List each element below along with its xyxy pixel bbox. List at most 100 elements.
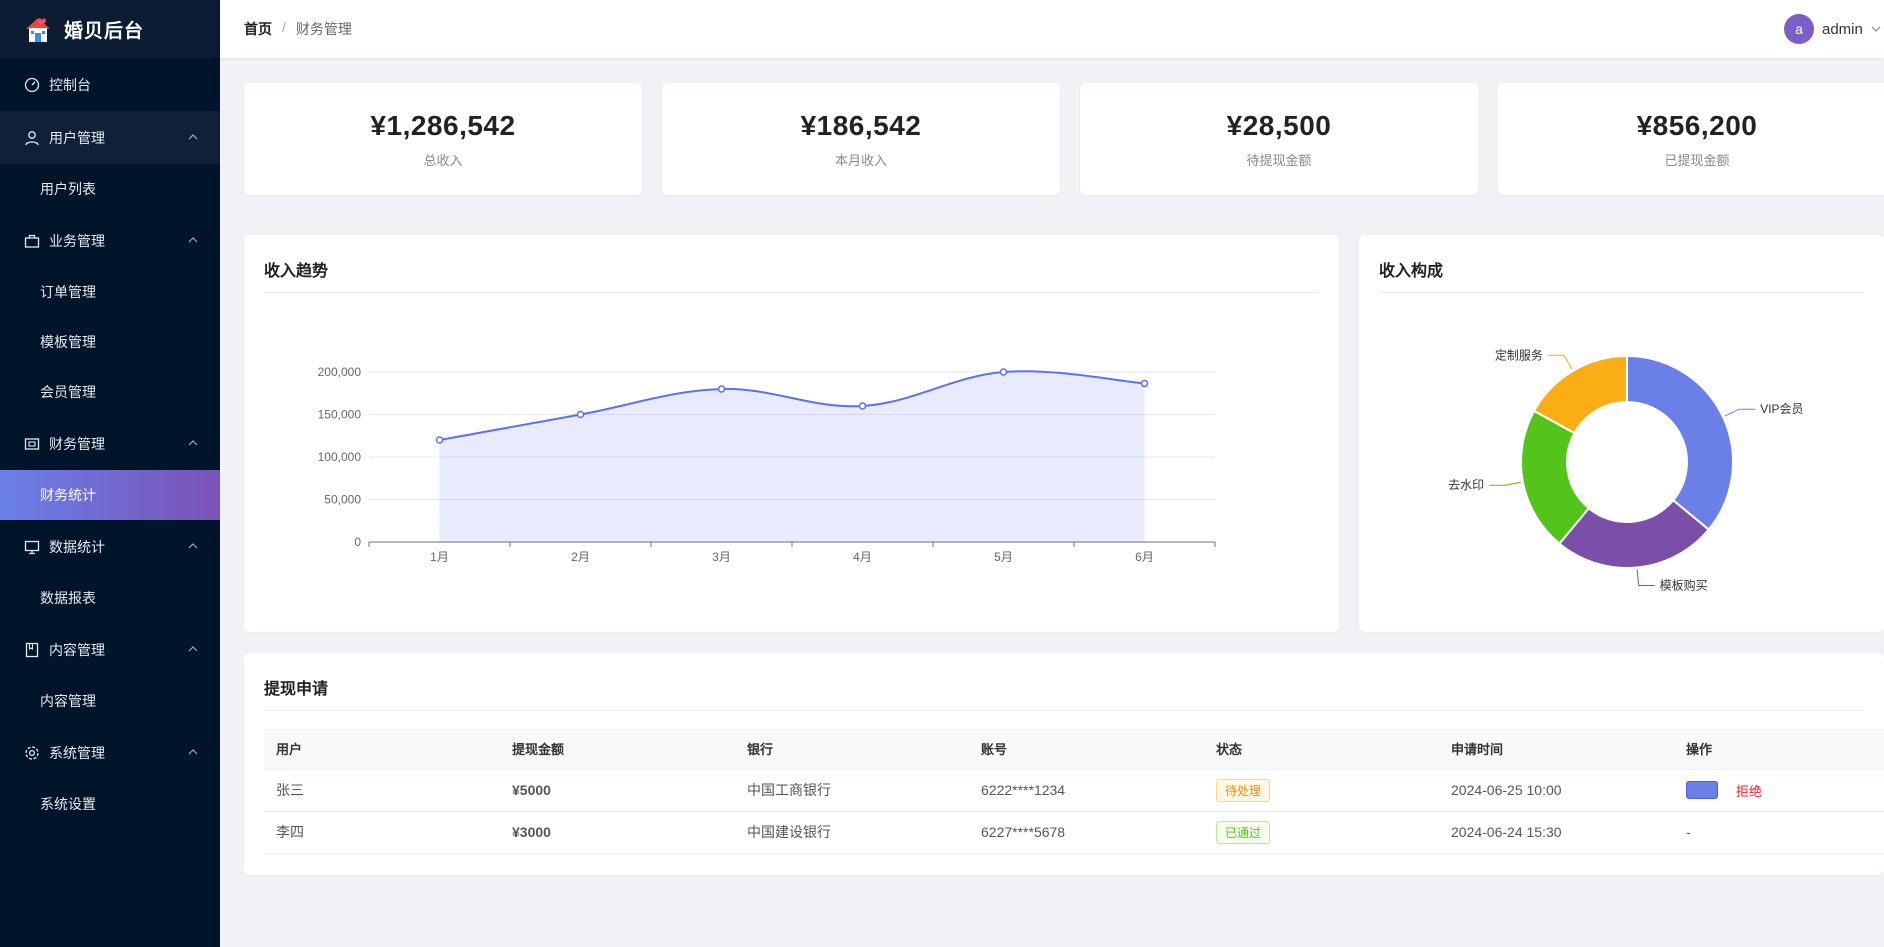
sidebar-subitem-user-list[interactable]: 用户列表 [40, 181, 96, 197]
stat-value: ¥28,500 [1226, 109, 1332, 141]
chevron-up-icon [188, 237, 198, 243]
stat-card-withdrawn: ¥856,200 已提现金额 [1498, 83, 1884, 195]
sidebar-item-label: 业务管理 [49, 232, 105, 249]
data-point[interactable] [1140, 379, 1149, 388]
approve-button[interactable]: 通过 [1686, 781, 1718, 799]
column-header: 申请时间 [1439, 729, 1674, 770]
chevron-up-icon [188, 543, 198, 549]
dashboard-icon [24, 77, 40, 92]
sidebar: 婚贝后台 控制台 用户管理 用户列表 业务管理 订单管理 模板管理 会员管理 财… [0, 0, 220, 947]
cell-amount: ¥5000 [500, 769, 735, 812]
y-tick-label: 200,000 [318, 365, 362, 379]
column-header: 操作 [1674, 729, 1884, 770]
table-row: 李四 ¥3000 中国建设银行 6227****5678 已通过 2024-06… [264, 811, 1884, 854]
data-point[interactable] [576, 410, 585, 419]
column-header: 提现金额 [500, 729, 735, 770]
reject-button[interactable]: 拒绝 [1735, 783, 1762, 799]
sidebar-item-users[interactable]: 用户管理 [0, 111, 220, 164]
data-point[interactable] [717, 385, 726, 393]
trend-line [439, 370, 1145, 441]
x-tick-label: 4月 [853, 550, 872, 564]
column-header: 用户 [264, 729, 500, 770]
sidebar-item-finance[interactable]: 财务管理 [0, 417, 220, 470]
chevron-up-icon [188, 440, 198, 446]
sidebar-item-content[interactable]: 内容管理 [0, 623, 220, 676]
book-icon [25, 642, 39, 657]
stat-label: 本月收入 [834, 152, 887, 168]
data-point[interactable] [999, 368, 1008, 376]
status-badge: 已通过 [1216, 820, 1271, 844]
sidebar-subitem-content[interactable]: 内容管理 [40, 693, 96, 709]
panel-title: 收入趋势 [264, 263, 329, 280]
cell-time: 2024-06-25 10:00 [1439, 769, 1674, 812]
table-row: 张三 ¥5000 中国工商银行 6222****1234 待处理 2024-06… [264, 769, 1884, 812]
slice-label-line [1489, 481, 1522, 486]
slice-label: 定制服务 [1495, 347, 1543, 362]
y-tick-label: 150,000 [318, 408, 362, 422]
cell-status: 待处理 [1204, 769, 1439, 812]
cell-actions: - [1674, 811, 1884, 854]
sidebar-subitem-templates[interactable]: 模板管理 [40, 334, 96, 350]
pie-slice[interactable] [1558, 498, 1711, 569]
column-header: 银行 [735, 729, 969, 770]
sidebar-subitem-finance-stats[interactable]: 财务统计 [0, 470, 220, 520]
cell-bank: 中国工商银行 [735, 769, 969, 812]
avatar[interactable]: a [1784, 14, 1814, 44]
x-tick-label: 2月 [571, 550, 590, 564]
column-header: 状态 [1204, 729, 1439, 770]
data-point[interactable] [858, 402, 867, 410]
table-header-row: 用户 提现金额 银行 账号 状态 申请时间 操作 [264, 729, 1884, 770]
pie-slice[interactable] [1532, 354, 1628, 435]
pie-slice[interactable] [1520, 409, 1591, 546]
cell-time: 2024-06-24 15:30 [1439, 811, 1674, 854]
stat-value: ¥1,286,542 [370, 109, 516, 141]
monitor-icon [24, 540, 40, 554]
data-point[interactable] [435, 436, 444, 444]
sidebar-subitem-orders[interactable]: 订单管理 [40, 284, 96, 300]
sidebar-item-label: 控制台 [49, 76, 91, 93]
income-composition-panel: 收入构成 VIP会员 模板购买 去水印 定制服务 [1359, 235, 1884, 632]
sidebar-subitem-reports[interactable]: 数据报表 [40, 590, 96, 606]
cell-status: 已通过 [1204, 811, 1439, 854]
logo: 婚贝后台 [0, 0, 220, 58]
stat-card-month-income: ¥186,542 本月收入 [662, 83, 1060, 195]
cell-account: 6227****5678 [969, 811, 1204, 854]
cell-amount: ¥3000 [500, 811, 735, 854]
stat-label: 总收入 [423, 152, 463, 168]
username[interactable]: admin [1822, 20, 1863, 38]
withdraw-panel: 提现申请 用户 提现金额 银行 账号 状态 申请时间 操作 张三 ¥5000 中… [244, 653, 1884, 875]
cell-user: 张三 [264, 769, 500, 812]
slice-label-line [1724, 408, 1756, 417]
divider [264, 292, 1319, 293]
chevron-down-icon[interactable] [1871, 24, 1881, 34]
sidebar-subitem-members[interactable]: 会员管理 [40, 384, 96, 400]
trend-area [439, 371, 1145, 542]
pie-slice[interactable] [1626, 354, 1734, 531]
y-tick-label: 100,000 [318, 450, 362, 464]
user-menu[interactable]: a admin [1784, 14, 1881, 44]
y-tick-label: 0 [354, 535, 361, 549]
stat-label: 待提现金额 [1246, 152, 1312, 168]
sidebar-item-business[interactable]: 业务管理 [0, 214, 220, 267]
sidebar-item-statistics[interactable]: 数据统计 [0, 520, 220, 573]
wallet-icon [24, 437, 40, 450]
sidebar-item-label: 内容管理 [49, 641, 105, 658]
income-trend-panel: 收入趋势 0 50,000 100,000 150,000 200,000 1月 2月 3月… [244, 235, 1339, 632]
sidebar-subitem-settings[interactable]: 系统设置 [40, 796, 96, 812]
briefcase-icon [24, 234, 40, 248]
chevron-up-icon [188, 646, 198, 652]
breadcrumb-home[interactable]: 首页 [244, 21, 272, 37]
slice-label-line [1547, 354, 1573, 370]
divider [1379, 292, 1864, 293]
stat-label: 已提现金额 [1664, 152, 1730, 168]
top-header: 首页 / 财务管理 a admin [220, 0, 1884, 58]
x-tick-label: 3月 [712, 550, 731, 564]
cell-actions: 通过 拒绝 [1674, 769, 1884, 812]
sidebar-item-label: 数据统计 [49, 538, 105, 555]
cell-account: 6222****1234 [969, 769, 1204, 812]
sidebar-item-dashboard[interactable]: 控制台 [0, 58, 220, 111]
cell-bank: 中国建设银行 [735, 811, 969, 854]
sidebar-item-system[interactable]: 系统管理 [0, 726, 220, 779]
slice-label-line [1636, 569, 1655, 586]
